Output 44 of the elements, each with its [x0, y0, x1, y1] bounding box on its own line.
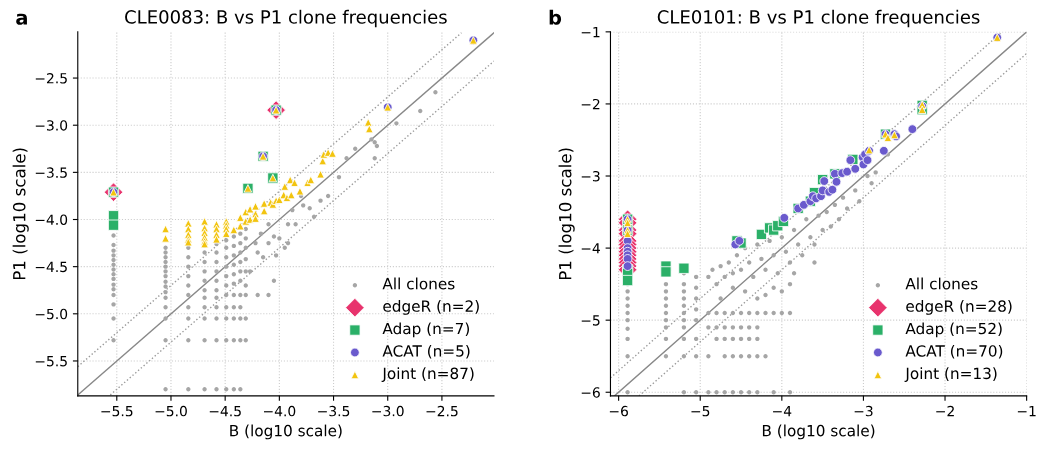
x-tick-label: −4.0 — [263, 405, 296, 417]
y-tick-label: −5 — [581, 315, 600, 326]
legend-label: Joint (n=87) — [381, 367, 474, 382]
text: b — [549, 9, 562, 25]
legend-label: edgeR (n=2) — [383, 300, 479, 315]
y-tick-label: −5.5 — [35, 356, 67, 367]
y-tick-label: −3.5 — [35, 167, 67, 178]
chart-title: CLE0083: B vs P1 clone frequencies — [125, 9, 447, 28]
x-tick-label: −1 — [1017, 406, 1036, 417]
legend-label: Adap (n=52) — [905, 322, 1002, 338]
legend-label: ACAT (n=5) — [382, 344, 470, 359]
y-axis-title: P1 (log10 scale) — [12, 148, 29, 280]
x-axis-title: B (log10 scale) — [230, 424, 342, 440]
y-tick-label: −3.0 — [35, 120, 68, 131]
x-tick-label: −5.0 — [155, 405, 187, 417]
x-tick-label: −4.5 — [209, 406, 241, 417]
chart-title: CLE0101: B vs P1 clone frequencies — [657, 9, 980, 28]
y-tick-label: −3 — [581, 170, 600, 182]
legend-label: edgeR (n=28) — [906, 300, 1012, 315]
text: a — [16, 13, 27, 25]
y-tick-label: −4.5 — [35, 261, 67, 273]
legend-label: All clones — [382, 277, 455, 290]
x-axis-title: B (log10 scale) — [762, 424, 875, 440]
y-tick-label: −2.5 — [35, 73, 67, 84]
x-tick-label: −2 — [936, 405, 954, 417]
x-tick-label: −6 — [609, 405, 628, 417]
legend-label: All clones — [905, 277, 978, 290]
y-tick-label: −4.0 — [35, 214, 68, 225]
y-tick-label: −4 — [581, 243, 600, 254]
x-tick-label: −4 — [773, 406, 792, 417]
x-tick-label: −5 — [691, 406, 710, 417]
y-tick-label: −6 — [581, 387, 600, 398]
x-tick-label: −3.5 — [318, 405, 350, 417]
y-axis-title: P1 (log10 scale) — [558, 148, 575, 280]
y-tick-label: −2 — [581, 98, 600, 110]
legend-label: Joint (n=13) — [904, 367, 997, 382]
y-tick-label: −5.0 — [35, 308, 68, 320]
x-tick-label: −3.0 — [372, 405, 404, 417]
x-tick-label: −2.5 — [426, 405, 458, 417]
legend-label: Adap (n=7) — [382, 322, 469, 338]
y-tick-label: −1 — [581, 27, 600, 38]
legend-label: ACAT (n=70) — [905, 344, 1003, 359]
x-tick-label: −5.5 — [101, 406, 133, 417]
x-tick-label: −3 — [854, 405, 873, 417]
